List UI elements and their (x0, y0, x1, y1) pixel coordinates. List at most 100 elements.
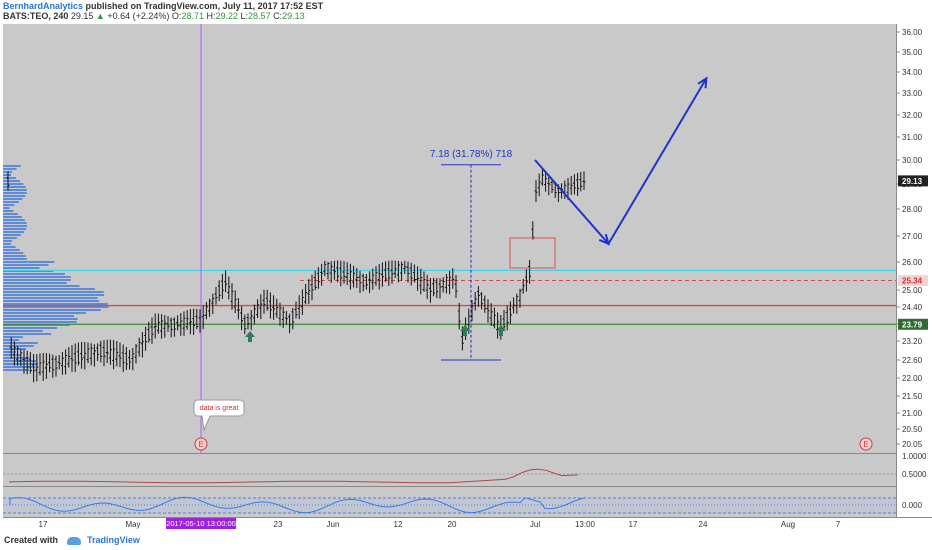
ohlc-bar (425, 274, 429, 300)
ohlc-bar (416, 266, 420, 291)
price-label: 23.79 (902, 320, 923, 329)
volume-profile-bar (3, 315, 74, 317)
volume-profile-bar (3, 330, 43, 332)
ohlc-bar (377, 264, 381, 290)
ohlc-bar (76, 342, 80, 366)
ohlc-bar (112, 340, 116, 370)
price-change: +0.64 (+2.24%) (107, 11, 170, 21)
earnings-marker-icon[interactable]: E (859, 437, 873, 451)
ohlc-bar (409, 262, 413, 286)
ohlc-bar (6, 171, 10, 191)
ohlc-bar (502, 310, 506, 331)
ohlc-bar (172, 317, 176, 337)
ohlc-bar (64, 349, 68, 375)
ohlc-bar (307, 279, 311, 304)
ohlc-bar (246, 313, 250, 330)
volume-profile-bar (3, 282, 67, 284)
ohlc-bar (182, 311, 186, 336)
oscillator-1-line (9, 468, 579, 484)
ohlc-bar (115, 340, 119, 367)
ohlc-bar (336, 260, 340, 283)
ohlc-bar (361, 273, 365, 292)
ohlc-bar (380, 262, 384, 287)
oscillator-pane-1 (3, 454, 896, 486)
volume-profile-bar (3, 207, 10, 209)
ohlc-bar (134, 343, 138, 364)
oscillator-band (3, 498, 896, 513)
volume-profile-bar (3, 321, 77, 323)
ohlc-bar (169, 317, 173, 338)
ohlc-bar (432, 277, 436, 297)
ohlc-bar (147, 321, 151, 343)
ohlc-bar (492, 307, 496, 329)
time-tick-label: 17 (39, 520, 48, 529)
ohlc-bar (57, 354, 61, 370)
price-label-box (898, 175, 928, 187)
price-tick-label: 20.05 (902, 440, 923, 449)
earnings-marker-icon[interactable]: E (194, 437, 208, 451)
ohlc-bar (227, 276, 231, 300)
symbol-label: BATS:TEO, 240 (3, 11, 69, 21)
ohlc-bar (540, 168, 544, 186)
ohlc-bar (390, 260, 394, 284)
ohlc-bar (160, 314, 164, 339)
ohlc-bar (214, 286, 218, 305)
price-tick-label: 35.00 (902, 48, 923, 57)
ohlc-bar (572, 174, 576, 195)
time-tick-label: 20 (448, 520, 457, 529)
created-with-label: Created with (4, 535, 59, 545)
buy-arrow-shape (496, 325, 506, 336)
price-tick-label: 21.00 (902, 409, 923, 418)
chart-header: BernhardAnalytics published on TradingVi… (3, 1, 323, 21)
ohlc-bar (243, 314, 247, 334)
ohlc-bar (528, 259, 532, 284)
ohlc-bar (400, 261, 404, 281)
ohlc-bar (179, 313, 183, 336)
ohlc-bar (512, 297, 516, 314)
ohlc-bar (51, 354, 55, 378)
projection-arrowhead (598, 233, 610, 246)
time-tick-label: Jun (327, 520, 340, 529)
callout-text: data is great (200, 405, 239, 412)
volume-profile-bar (3, 273, 65, 275)
author-link[interactable]: BernhardAnalytics (3, 1, 84, 11)
ohlc-bar (358, 270, 362, 294)
ohlc-bar (281, 306, 285, 328)
projection-arrowhead (697, 76, 708, 89)
ohlc-bar (396, 260, 400, 283)
ohlc-bar (569, 175, 573, 195)
ohlc-bar (176, 315, 180, 331)
oscillator-tick-label: 1.0000 (902, 452, 927, 461)
buy-arrow-icon (245, 331, 255, 342)
ohlc-bar (406, 261, 410, 283)
ohlc-bar (278, 302, 282, 326)
ohlc-bar (208, 298, 212, 317)
ohlc-bar (188, 309, 192, 335)
ohlc-bar (83, 342, 87, 370)
volume-profile-bar (3, 261, 55, 263)
ohlc-bar (268, 292, 272, 319)
ohlc-bar (387, 260, 391, 286)
volume-profile-bar (3, 342, 38, 344)
ohlc-bar (96, 343, 100, 361)
volume-profile-bar (3, 309, 101, 311)
volume-profile-bar (3, 225, 27, 227)
price-tick-label: 31.00 (902, 133, 923, 142)
volume-profile-bar (3, 174, 11, 176)
ohlc-bar (368, 271, 372, 294)
ohlc-bar (265, 289, 269, 311)
volume-profile-bar (3, 210, 14, 212)
ohlc-bar (275, 298, 279, 318)
tradingview-brand[interactable]: TradingView (87, 535, 140, 545)
ohlc-bar (316, 267, 320, 289)
ohlc-bar (524, 269, 528, 292)
volume-profile-bar (3, 219, 25, 221)
earnings-marker-circle (859, 437, 873, 451)
time-tick-label: 13:00 (575, 520, 596, 529)
oscillator-tick-label: 0.5000 (902, 470, 927, 479)
ohlc-bar (249, 309, 253, 331)
ohlc-bar (582, 171, 586, 191)
volume-profile-bar (3, 291, 104, 293)
open-value: 28.71 (181, 11, 204, 21)
